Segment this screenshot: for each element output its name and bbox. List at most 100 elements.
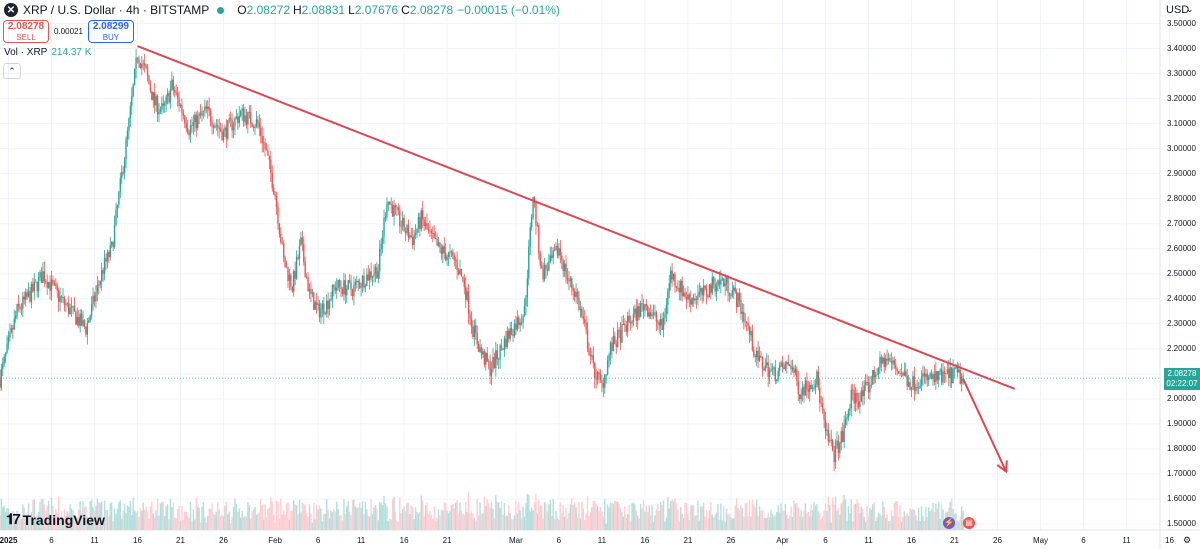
volume-bar <box>301 502 304 530</box>
volume-bar <box>552 498 554 530</box>
current-price-label: 2.08278 02:22:07 <box>1164 368 1200 390</box>
volume-bar <box>824 503 827 530</box>
volume-bar <box>837 508 840 530</box>
us-flag-event-icon[interactable]: ▤ <box>963 517 975 529</box>
volume-bar <box>510 518 513 530</box>
candle-body <box>248 111 250 113</box>
candle-body <box>606 360 609 375</box>
candle-body <box>479 347 481 352</box>
volume-bar <box>585 513 587 530</box>
volume-bar <box>886 514 888 530</box>
volume-bar <box>926 517 928 530</box>
candle-body <box>383 217 385 237</box>
chevron-up-icon[interactable]: ⌃ <box>3 63 21 79</box>
candle-body <box>242 108 245 122</box>
candle-body <box>155 96 157 106</box>
volume-bar <box>218 509 220 530</box>
candle-body <box>473 325 476 338</box>
volume-bar <box>814 505 817 530</box>
candle-body <box>142 63 144 65</box>
candle-body <box>615 344 617 347</box>
candle-body <box>290 274 292 287</box>
candle-body <box>576 291 579 298</box>
candle-body <box>148 75 150 84</box>
candle-body <box>33 282 35 292</box>
volume-bar <box>935 503 937 530</box>
candle-body <box>766 362 768 366</box>
candle-body <box>563 263 566 271</box>
currency-selector[interactable]: USD <box>1166 4 1190 16</box>
candle-body <box>132 84 134 97</box>
candle-body <box>260 127 262 137</box>
candle-body <box>609 342 612 355</box>
volume-bar <box>786 514 788 530</box>
candle-body <box>201 111 203 116</box>
candle-body <box>700 288 702 292</box>
settings-icon[interactable]: ⚙ <box>1183 535 1192 545</box>
resistance-trendline <box>137 45 1016 390</box>
volume-bar <box>439 515 441 530</box>
candle-body <box>250 111 252 124</box>
candle-body <box>346 288 348 296</box>
candle-body <box>836 440 838 446</box>
candle-body <box>463 278 465 288</box>
volume-bar <box>662 500 665 530</box>
candle-body <box>338 280 341 287</box>
candle-body <box>318 303 321 318</box>
volume-bar <box>99 502 101 530</box>
candle-body <box>936 371 938 381</box>
volume-bar <box>601 511 603 530</box>
sell-button[interactable]: 2.08278 SELL <box>3 20 49 43</box>
volume-bar <box>469 512 471 530</box>
volume-bar <box>632 502 635 530</box>
candle-body <box>764 365 766 371</box>
market-open-status-icon <box>217 6 225 14</box>
volume-bar <box>682 518 685 530</box>
volume-bar <box>496 501 498 530</box>
volume-bar <box>178 505 180 530</box>
candle-body <box>690 299 692 305</box>
candle-body <box>138 58 140 64</box>
candle-body <box>820 402 822 404</box>
volume-bar <box>906 512 908 530</box>
event-lightning-icon[interactable]: ⚡ <box>943 517 955 529</box>
candle-body <box>432 233 434 234</box>
time-tick-label: 11 <box>1122 536 1131 545</box>
candle-body <box>218 127 220 129</box>
volume-bar <box>591 507 593 530</box>
candle-body <box>546 269 549 271</box>
candle-body <box>922 373 924 377</box>
volume-bar <box>899 505 901 530</box>
candle-body <box>616 329 619 347</box>
volume-bar <box>57 496 60 530</box>
candle-body <box>513 323 516 337</box>
volume-bar <box>509 512 511 530</box>
volume-bar <box>515 500 517 530</box>
tradingview-mark-icon: 𝟏7 <box>6 511 21 528</box>
volume-bar <box>661 505 663 530</box>
symbol-title[interactable]: XRP / U.S. Dollar · 4h · BITSTAMP <box>23 3 210 17</box>
candle-body <box>455 259 457 261</box>
volume-bar <box>873 502 875 530</box>
candle-body <box>823 410 825 420</box>
volume-bar <box>955 513 957 530</box>
volume-bar <box>326 499 328 530</box>
candle-body <box>525 297 527 307</box>
tradingview-logo[interactable]: 𝟏7 TradingView <box>6 511 105 528</box>
volume-bar <box>536 513 539 530</box>
volume-bar <box>215 511 218 530</box>
candle-body <box>589 355 592 357</box>
candle-body <box>238 115 240 123</box>
candle-body <box>298 245 301 259</box>
volume-bar <box>902 517 904 530</box>
candle-body <box>817 371 820 388</box>
candle-body <box>274 194 276 196</box>
volume-bar <box>280 498 282 530</box>
chevron-down-icon[interactable]: ⌄ <box>1186 4 1194 14</box>
buy-button[interactable]: 2.08299 BUY <box>87 20 134 43</box>
volume-bar <box>376 508 378 530</box>
volume-bar <box>208 508 210 530</box>
volume-bar <box>532 510 534 530</box>
volume-bar <box>498 502 500 530</box>
